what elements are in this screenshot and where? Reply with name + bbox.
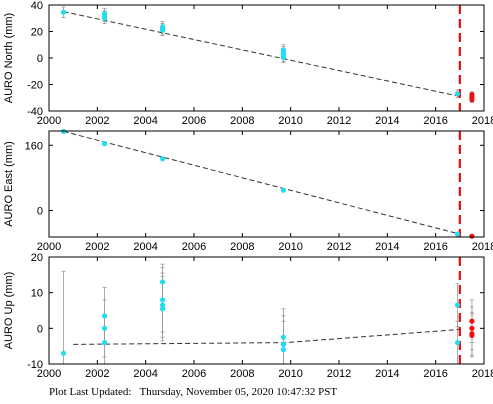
last-updated-label: Plot Last Updated: (49, 386, 132, 398)
data-point (60, 9, 67, 15)
y-tick-label: 0 (37, 323, 43, 335)
y-axis-label: AURO North (mm) (3, 13, 15, 103)
trend-line (73, 328, 460, 345)
x-tick-label: 2014 (375, 368, 399, 380)
data-point (159, 279, 166, 285)
last-updated-timestamp: Thursday, November 05, 2020 10:47:32 PST (139, 386, 338, 398)
data-point (280, 341, 287, 347)
x-tick-label: 2016 (423, 368, 447, 380)
data-point (159, 297, 166, 303)
x-tick-label: 2000 (37, 368, 61, 380)
data-point (280, 187, 287, 193)
data-point (101, 313, 108, 319)
x-tick-label: 2004 (133, 241, 157, 253)
x-tick-label: 2002 (85, 115, 109, 127)
x-tick-label: 2016 (423, 115, 447, 127)
x-tick-label: 2008 (230, 241, 254, 253)
trend-line (63, 11, 460, 97)
data-point (454, 231, 461, 237)
x-tick-label: 2006 (182, 241, 206, 253)
data-point (280, 334, 287, 340)
y-tick-label: 0 (37, 206, 43, 218)
plot-frame (48, 4, 485, 112)
data-point-recent (469, 233, 475, 239)
plot-frame (48, 130, 485, 238)
x-tick-label: 2002 (85, 241, 109, 253)
x-tick-label: 2016 (423, 241, 447, 253)
data-point (101, 325, 108, 331)
data-point (60, 350, 67, 356)
x-tick-label: 2018 (472, 241, 493, 253)
y-axis-label: AURO Up (mm) (3, 272, 15, 350)
data-point (280, 347, 287, 353)
y-tick-label: -20 (27, 80, 43, 92)
x-tick-label: 2014 (375, 115, 399, 127)
data-point (101, 141, 108, 147)
data-point (454, 91, 461, 97)
panel-east: 2000 2002 2004 2006 2008 2010 2012 2014 2016 2018… (3, 128, 493, 253)
y-tick-label: -10 (27, 359, 43, 371)
trend-line (63, 130, 460, 235)
plot-footer: Plot Last Updated: Thursday, November 05,… (49, 386, 337, 398)
data-point (280, 54, 287, 60)
data-point (159, 306, 166, 312)
data-point-recent (469, 97, 475, 103)
x-tick-label: 2004 (133, 368, 157, 380)
x-tick-label: 2000 (37, 115, 61, 127)
data-point (159, 27, 166, 33)
data-point (101, 340, 108, 346)
data-point (159, 156, 166, 162)
data-point-recent (469, 318, 475, 324)
y-axis-label: AURO East (mm) (3, 141, 15, 227)
x-tick-label: 2006 (182, 368, 206, 380)
y-tick-label: 10 (31, 288, 43, 300)
x-tick-label: 2002 (85, 368, 109, 380)
y-tick-label: 40 (31, 0, 43, 12)
x-tick-label: 2006 (182, 115, 206, 127)
panel-up: 2000200220042006200820102012201420162018… (3, 252, 493, 380)
data-point (454, 302, 461, 308)
x-tick-label: 2000 (37, 241, 61, 253)
data-point-recent (469, 325, 475, 331)
data-point-recent (469, 332, 475, 339)
x-tick-label: 2012 (327, 241, 351, 253)
x-tick-label: 2010 (278, 115, 302, 127)
data-point (101, 15, 108, 21)
x-tick-label: 2004 (133, 115, 157, 127)
x-tick-label: 2018 (472, 368, 493, 380)
y-tick-label: 20 (31, 27, 43, 39)
data-point (454, 340, 461, 346)
x-tick-label: 2010 (278, 368, 302, 380)
x-tick-label: 2008 (230, 368, 254, 380)
y-tick-label: -40 (27, 106, 43, 118)
plot-frame (48, 256, 485, 365)
panel-north: 2000 2002 2004 2006 2008 2010 2012 2014 2016 2018… (3, 0, 493, 127)
x-tick-label: 2008 (230, 115, 254, 127)
y-tick-label: 160 (25, 140, 43, 152)
x-tick-label: 2010 (278, 241, 302, 253)
y-tick-label: 0 (37, 53, 43, 65)
x-tick-label: 2012 (327, 115, 351, 127)
y-tick-label: 20 (31, 252, 43, 264)
data-point (159, 302, 166, 308)
x-tick-label: 2014 (375, 241, 399, 253)
x-tick-label: 2018 (472, 115, 493, 127)
x-tick-label: 2012 (327, 368, 351, 380)
